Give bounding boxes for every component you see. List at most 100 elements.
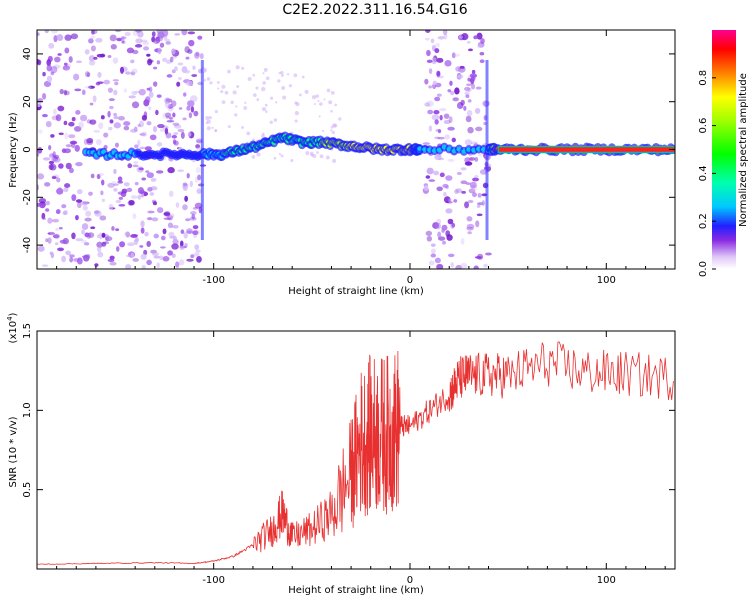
noise-blob <box>195 167 201 174</box>
x-tick-label: 100 <box>597 275 616 286</box>
noise-blob <box>57 247 64 252</box>
noise-dot <box>263 67 268 72</box>
noise-blob <box>139 146 146 150</box>
colorbar-tick-label: 0.0 <box>698 261 709 277</box>
noise-blob <box>54 242 59 246</box>
noise-blob <box>464 91 470 96</box>
noise-blob <box>428 85 432 89</box>
noise-blob <box>86 72 91 78</box>
noise-blob <box>88 191 93 196</box>
noise-blob <box>147 210 155 214</box>
noise-dot <box>262 81 266 85</box>
noise-blob <box>146 53 151 57</box>
noise-blob <box>139 190 146 194</box>
noise-blob <box>47 217 53 224</box>
noise-blob <box>477 45 483 49</box>
noise-blob <box>45 121 52 128</box>
noise-dot <box>265 110 268 113</box>
noise-blob <box>174 131 179 136</box>
noise-blob <box>137 139 141 147</box>
noise-blob <box>51 176 57 180</box>
noise-blob <box>157 124 165 129</box>
noise-blob <box>90 45 96 52</box>
noise-blob <box>146 240 151 248</box>
noise-blob <box>445 208 453 214</box>
noise-dot <box>328 100 333 105</box>
noise-blob <box>63 120 68 126</box>
noise-blob <box>443 113 450 119</box>
noise-blob <box>56 177 61 183</box>
y-tick-label: 40 <box>22 48 33 61</box>
snr-panel: -100 0 100 0.5 1.0 1.5 Height of straight li… <box>6 312 676 596</box>
noise-blob <box>68 167 74 174</box>
noise-blob <box>479 59 485 64</box>
noise-blob <box>478 152 483 157</box>
noise-blob <box>48 144 52 151</box>
noise-blob <box>119 241 126 248</box>
noise-blob <box>142 41 150 46</box>
noise-dot <box>294 110 300 116</box>
noise-blob <box>74 144 80 152</box>
noise-dot <box>252 73 256 77</box>
noise-blob <box>425 230 433 236</box>
noise-blob <box>54 56 61 63</box>
noise-blob <box>117 180 124 184</box>
noise-blob <box>457 74 464 79</box>
noise-blob <box>46 75 53 83</box>
noise-blob <box>445 230 451 237</box>
noise-blob <box>187 49 193 54</box>
noise-dot <box>301 75 305 79</box>
noise-blob <box>82 205 88 211</box>
noise-blob <box>156 30 163 34</box>
noise-dot <box>323 98 326 101</box>
noise-blob <box>182 117 187 121</box>
noise-blob <box>465 115 472 123</box>
noise-blob <box>167 250 173 256</box>
noise-blob <box>127 163 133 169</box>
noise-blob <box>458 35 464 39</box>
noise-blob <box>88 60 96 66</box>
noise-blob <box>75 161 83 167</box>
x-tick-label: 0 <box>407 575 413 586</box>
noise-dot <box>251 155 256 159</box>
noise-blob <box>98 172 104 176</box>
spectrogram-panel: -100 0 100 -40 -20 0 20 40 Height of straight … <box>8 29 676 297</box>
noise-blob <box>149 192 155 196</box>
noise-blob <box>164 112 172 118</box>
noise-blob <box>134 181 139 186</box>
noise-dot <box>321 129 325 132</box>
noise-blob <box>53 154 59 159</box>
noise-blob <box>119 66 125 74</box>
noise-blob <box>41 114 48 118</box>
noise-blob <box>112 57 119 64</box>
snr-x-label: Height of straight line (km) <box>288 585 424 596</box>
noise-blob <box>133 161 139 164</box>
noise-blob <box>172 112 176 118</box>
noise-blob <box>165 132 172 139</box>
noise-blob <box>153 233 159 239</box>
noise-blob <box>165 115 170 119</box>
noise-dot <box>224 90 229 95</box>
noise-blob <box>140 253 147 260</box>
noise-blob <box>159 42 165 48</box>
noise-blob <box>140 39 148 43</box>
noise-blob <box>71 142 76 149</box>
noise-blob <box>123 121 131 126</box>
noise-blob <box>427 109 434 115</box>
noise-blob <box>126 47 135 54</box>
noise-blob <box>42 71 46 77</box>
noise-dot <box>214 129 218 133</box>
noise-blob <box>123 182 130 187</box>
noise-blob <box>436 93 442 97</box>
noise-blob <box>96 173 101 180</box>
noise-blob <box>467 40 471 44</box>
snr-frame <box>36 330 676 570</box>
noise-blob <box>109 261 117 266</box>
noise-blob <box>117 176 123 182</box>
noise-blob <box>55 114 62 122</box>
spectrogram-x-ticks: -100 0 100 <box>36 30 666 286</box>
noise-blob <box>37 58 40 65</box>
noise-blob <box>41 214 45 220</box>
noise-blob <box>195 144 201 149</box>
noise-blob <box>472 192 477 198</box>
